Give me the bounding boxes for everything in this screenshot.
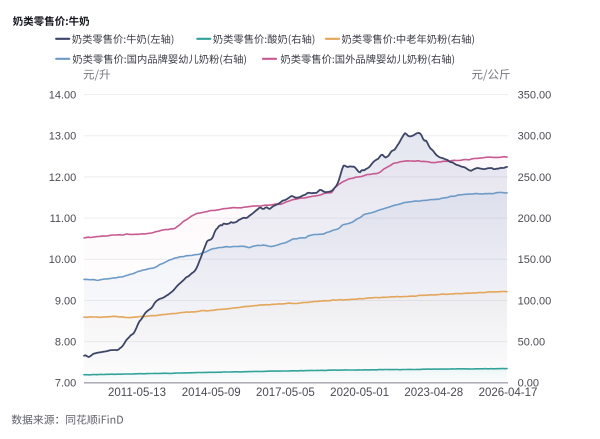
- svg-text:0.00: 0.00: [518, 378, 539, 390]
- svg-text:150.00: 150.00: [518, 254, 552, 266]
- svg-text:2017-05-05: 2017-05-05: [256, 387, 315, 399]
- svg-text:12.00: 12.00: [49, 172, 77, 184]
- svg-text:9.00: 9.00: [55, 295, 76, 307]
- svg-text:200.00: 200.00: [518, 213, 552, 225]
- svg-text:8.00: 8.00: [55, 337, 76, 349]
- svg-text:2020-05-01: 2020-05-01: [330, 387, 389, 399]
- svg-text:250.00: 250.00: [518, 172, 552, 184]
- svg-text:100.00: 100.00: [518, 295, 552, 307]
- svg-text:300.00: 300.00: [518, 131, 552, 143]
- svg-text:11.00: 11.00: [50, 213, 77, 225]
- svg-text:10.00: 10.00: [49, 254, 77, 266]
- svg-text:50.00: 50.00: [518, 337, 546, 349]
- svg-text:7.00: 7.00: [55, 378, 76, 390]
- svg-text:2023-04-28: 2023-04-28: [404, 387, 463, 399]
- svg-text:2011-05-13: 2011-05-13: [108, 387, 166, 399]
- svg-text:2026-04-17: 2026-04-17: [479, 387, 538, 399]
- svg-text:13.00: 13.00: [49, 131, 77, 143]
- svg-text:2014-05-09: 2014-05-09: [182, 387, 241, 399]
- svg-text:14.00: 14.00: [49, 90, 77, 102]
- svg-text:350.00: 350.00: [518, 90, 552, 102]
